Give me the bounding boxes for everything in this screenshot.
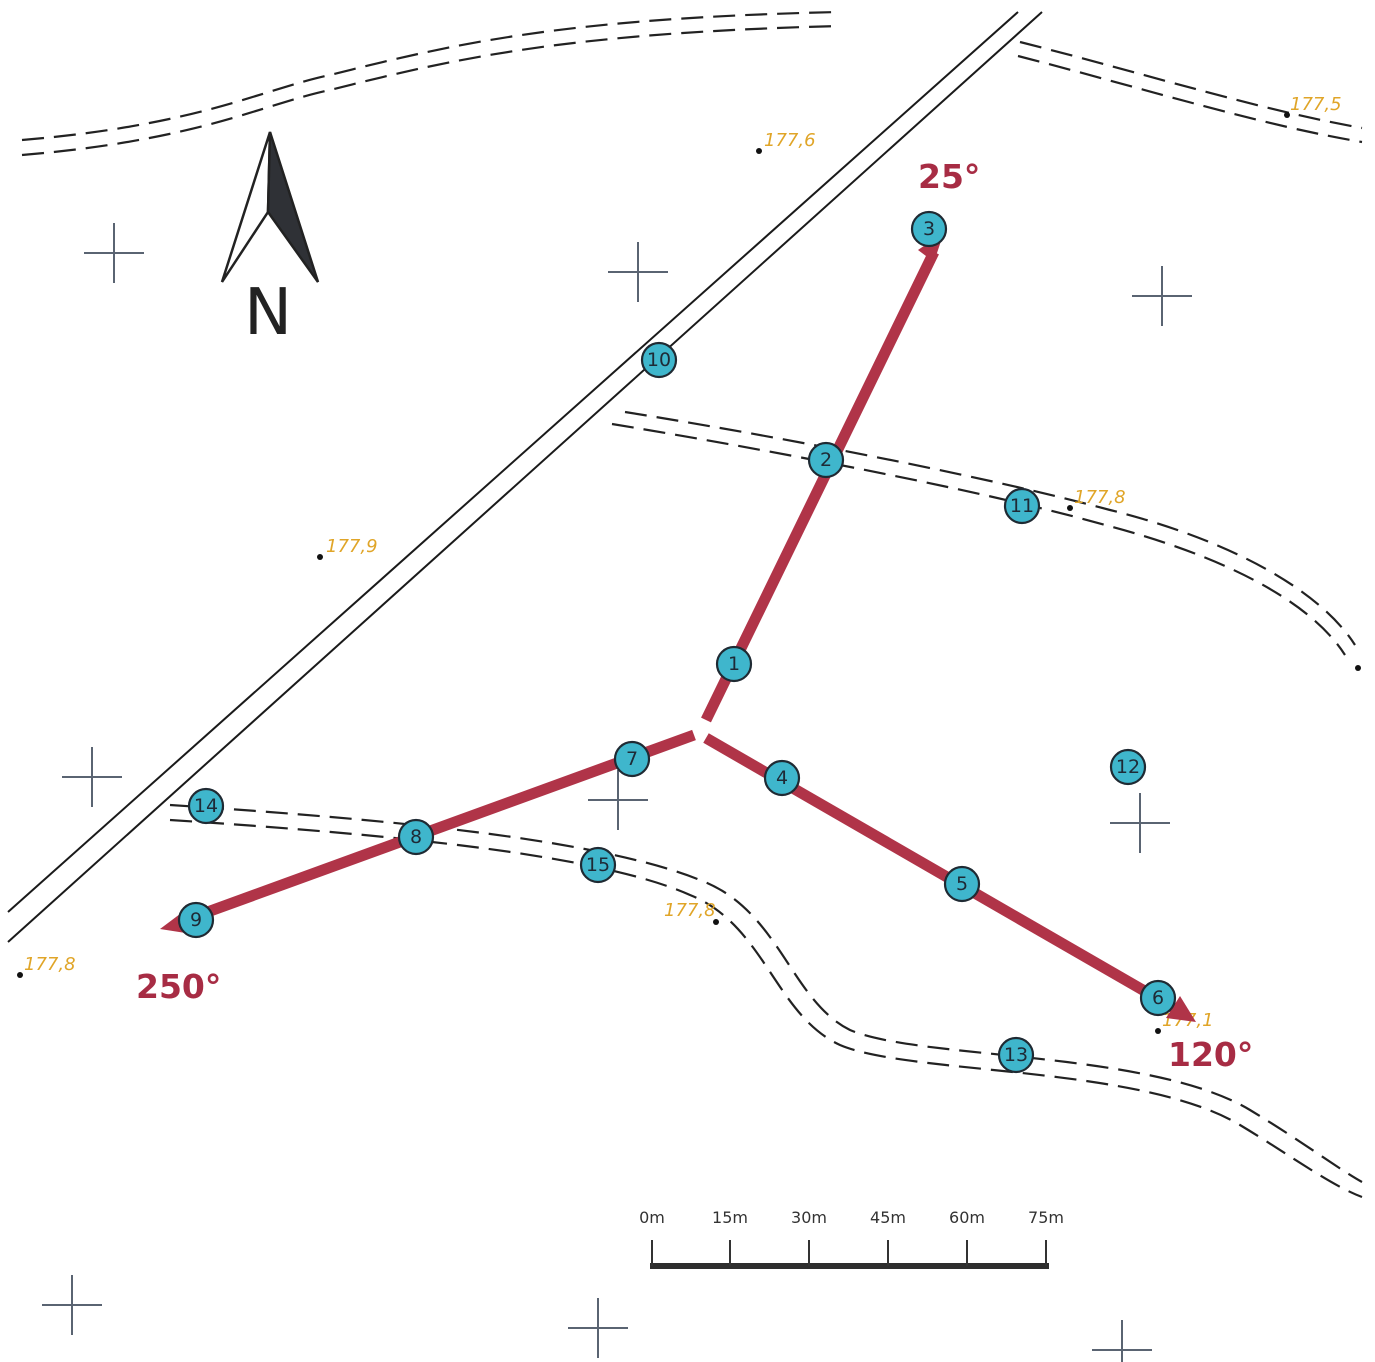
point-9[interactable]: 9 <box>177 901 215 939</box>
bearing-label-120: 120° <box>1168 1035 1253 1074</box>
north-letter: N <box>244 276 292 350</box>
path-middle <box>611 410 1356 656</box>
path-top-right <box>1017 40 1363 144</box>
point-6[interactable]: 6 <box>1139 979 1177 1017</box>
point-10[interactable]: 10 <box>640 341 678 379</box>
svg-text:6: 6 <box>1152 987 1164 1009</box>
grid-cross <box>1092 1320 1152 1362</box>
elevation-label: 177,8 <box>24 954 76 975</box>
point-3[interactable]: 3 <box>910 210 948 248</box>
elevation-label: 177,8 <box>1074 487 1126 508</box>
elevation-marker: 177,8 <box>664 900 719 925</box>
svg-text:10: 10 <box>647 349 671 371</box>
point-14[interactable]: 14 <box>187 787 225 825</box>
scale-label: 75m <box>1028 1208 1064 1227</box>
point-1[interactable]: 1 <box>715 645 753 683</box>
north-arrow: N <box>220 131 320 350</box>
grid-crosses <box>42 223 1192 1362</box>
grid-cross <box>1110 793 1170 853</box>
svg-text:2: 2 <box>820 449 832 471</box>
point-5[interactable]: 5 <box>943 865 981 903</box>
svg-text:13: 13 <box>1004 1044 1028 1066</box>
path-top-left <box>21 10 841 157</box>
svg-text:5: 5 <box>956 873 968 895</box>
elevation-marker: 177,6 <box>756 130 816 154</box>
elevation-label: 177,5 <box>1290 94 1342 115</box>
svg-text:8: 8 <box>410 826 422 848</box>
svg-text:7: 7 <box>626 748 638 770</box>
point-8[interactable]: 8 <box>397 818 435 856</box>
grid-cross <box>42 1275 102 1335</box>
main-road <box>7 11 1043 943</box>
scale-label: 45m <box>870 1208 906 1227</box>
path-lower <box>169 803 1363 1199</box>
svg-text:14: 14 <box>194 795 218 817</box>
bearing-label-250: 250° <box>136 967 221 1006</box>
point-15[interactable]: 15 <box>579 846 617 884</box>
elevation-marker: 177,9 <box>317 536 378 560</box>
grid-cross <box>62 747 122 807</box>
point-2[interactable]: 2 <box>807 441 845 479</box>
grid-cross <box>568 1298 628 1358</box>
bearing-label-25: 25° <box>918 157 980 196</box>
svg-text:3: 3 <box>923 218 935 240</box>
scale-label: 0m <box>639 1208 665 1227</box>
scale-label: 60m <box>949 1208 985 1227</box>
point-4[interactable]: 4 <box>763 759 801 797</box>
grid-cross <box>608 242 668 302</box>
elevation-markers: 177,6 177,5 177,8 177,9 177,8 177,8 177,… <box>17 94 1342 1034</box>
elevation-label: 177,8 <box>664 900 716 921</box>
svg-text:4: 4 <box>776 767 788 789</box>
svg-text:11: 11 <box>1010 495 1034 517</box>
point-7[interactable]: 7 <box>613 740 651 778</box>
point-13[interactable]: 13 <box>997 1036 1035 1074</box>
grid-cross <box>1132 266 1192 326</box>
elevation-marker: 177,8 <box>1067 487 1126 511</box>
scale-bar: 0m 15m 30m 45m 60m 75m <box>639 1208 1064 1269</box>
elevation-marker: 177,5 <box>1284 94 1342 118</box>
svg-text:9: 9 <box>190 909 202 931</box>
scale-label: 15m <box>712 1208 748 1227</box>
point-12[interactable]: 12 <box>1109 748 1147 786</box>
elevation-marker: 177,8 <box>17 954 76 978</box>
scale-label: 30m <box>791 1208 827 1227</box>
spot-dot <box>1355 665 1361 671</box>
point-11[interactable]: 11 <box>1003 487 1041 525</box>
elevation-label: 177,9 <box>326 536 378 557</box>
svg-text:15: 15 <box>586 854 610 876</box>
svg-text:12: 12 <box>1116 756 1140 778</box>
grid-cross <box>588 770 648 830</box>
elevation-label: 177,6 <box>764 130 816 151</box>
grid-cross <box>84 223 144 283</box>
svg-text:1: 1 <box>728 653 740 675</box>
